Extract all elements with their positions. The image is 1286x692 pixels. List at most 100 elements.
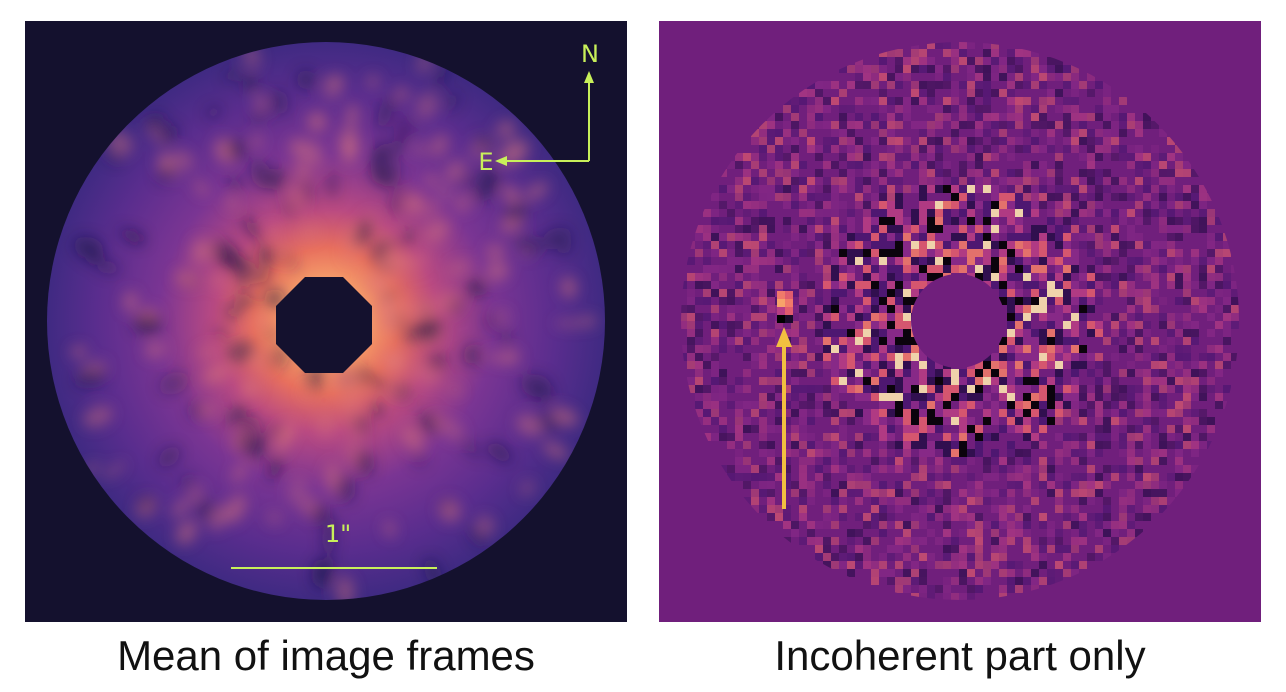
- residual-pixel: [1039, 417, 1047, 425]
- mean-frame-image: N E 1": [47, 40, 605, 600]
- residual-pixel: [951, 417, 959, 425]
- residual-pixel: [999, 281, 1007, 289]
- residual-pixel: [807, 313, 815, 321]
- residual-pixel: [735, 185, 743, 193]
- residual-pixel: [895, 273, 903, 281]
- residual-pixel: [807, 241, 815, 249]
- residual-pixel: [1087, 353, 1095, 361]
- speckle: [233, 294, 257, 308]
- residual-pixel: [695, 361, 703, 369]
- residual-pixel: [863, 305, 871, 313]
- residual-pixel: [983, 129, 991, 137]
- residual-pixel: [831, 465, 839, 473]
- residual-pixel: [1207, 289, 1215, 297]
- speckle: [118, 227, 145, 244]
- residual-pixel: [1055, 153, 1063, 161]
- residual-pixel: [895, 321, 903, 329]
- speckle: [353, 414, 369, 435]
- residual-pixel: [879, 401, 887, 409]
- residual-pixel: [895, 233, 903, 241]
- residual-pixel: [831, 145, 839, 153]
- residual-pixel: [791, 145, 799, 153]
- residual-pixel: [831, 457, 839, 465]
- speckle: [231, 461, 248, 484]
- residual-pixel: [975, 553, 983, 561]
- residual-pixel: [1103, 89, 1111, 97]
- residual-pixel: [943, 553, 951, 561]
- residual-pixel: [1079, 457, 1087, 465]
- residual-pixel: [847, 225, 855, 233]
- residual-pixel: [863, 521, 871, 529]
- residual-pixel: [823, 217, 831, 225]
- residual-pixel: [911, 241, 919, 249]
- residual-pixel: [807, 105, 815, 113]
- residual-pixel: [727, 217, 735, 225]
- residual-pixel: [791, 161, 799, 169]
- residual-pixel: [943, 65, 951, 73]
- residual-pixel: [719, 321, 727, 329]
- residual-pixel: [983, 577, 991, 585]
- residual-pixel: [1223, 337, 1231, 345]
- residual-pixel: [887, 113, 895, 121]
- residual-pixel: [895, 401, 903, 409]
- residual-pixel: [831, 121, 839, 129]
- residual-pixel: [1175, 465, 1183, 473]
- residual-pixel: [991, 281, 999, 289]
- residual-pixel: [815, 353, 823, 361]
- speckle: [327, 171, 337, 199]
- residual-pixel: [927, 241, 935, 249]
- residual-pixel: [911, 385, 919, 393]
- residual-pixel: [1167, 361, 1175, 369]
- residual-pixel: [687, 337, 695, 345]
- residual-pixel: [799, 465, 807, 473]
- residual-pixel: [831, 185, 839, 193]
- residual-pixel: [1127, 257, 1135, 265]
- residual-pixel: [1031, 433, 1039, 441]
- residual-pixel: [1151, 369, 1159, 377]
- residual-pixel: [983, 241, 991, 249]
- residual-pixel: [983, 225, 991, 233]
- residual-pixel: [1023, 353, 1031, 361]
- residual-pixel: [903, 377, 911, 385]
- residual-pixel: [1215, 305, 1223, 313]
- residual-pixel: [1127, 273, 1135, 281]
- residual-pixel: [975, 65, 983, 73]
- residual-pixel: [1143, 497, 1151, 505]
- residual-pixel: [1071, 297, 1079, 305]
- residual-pixel: [943, 81, 951, 89]
- residual-pixel: [719, 233, 727, 241]
- residual-pixel: [1071, 361, 1079, 369]
- residual-pixel: [951, 105, 959, 113]
- residual-pixel: [807, 249, 815, 257]
- residual-pixel: [1039, 361, 1047, 369]
- speckle: [190, 245, 208, 265]
- residual-pixel: [1135, 385, 1143, 393]
- residual-pixel: [951, 369, 959, 377]
- residual-pixel: [1031, 305, 1039, 313]
- residual-pixel: [775, 353, 783, 361]
- residual-pixel: [1071, 385, 1079, 393]
- residual-pixel: [783, 185, 791, 193]
- residual-pixel: [1007, 105, 1015, 113]
- residual-pixel: [895, 409, 903, 417]
- residual-pixel: [703, 433, 711, 441]
- residual-pixel: [863, 545, 871, 553]
- residual-pixel: [999, 521, 1007, 529]
- residual-pixel: [919, 273, 927, 281]
- residual-pixel: [967, 97, 975, 105]
- residual-pixel: [775, 249, 783, 257]
- residual-pixel: [1047, 177, 1055, 185]
- residual-pixel: [895, 305, 903, 313]
- residual-pixel: [855, 177, 863, 185]
- residual-pixel: [919, 409, 927, 417]
- speckle: [486, 353, 517, 364]
- residual-pixel: [935, 369, 943, 377]
- residual-pixel: [1167, 377, 1175, 385]
- residual-pixel: [1007, 529, 1015, 537]
- speckle: [316, 414, 334, 439]
- residual-pixel: [951, 265, 959, 273]
- residual-pixel: [871, 209, 879, 217]
- residual-pixel: [799, 337, 807, 345]
- residual-pixel: [983, 73, 991, 81]
- residual-pixel: [967, 521, 975, 529]
